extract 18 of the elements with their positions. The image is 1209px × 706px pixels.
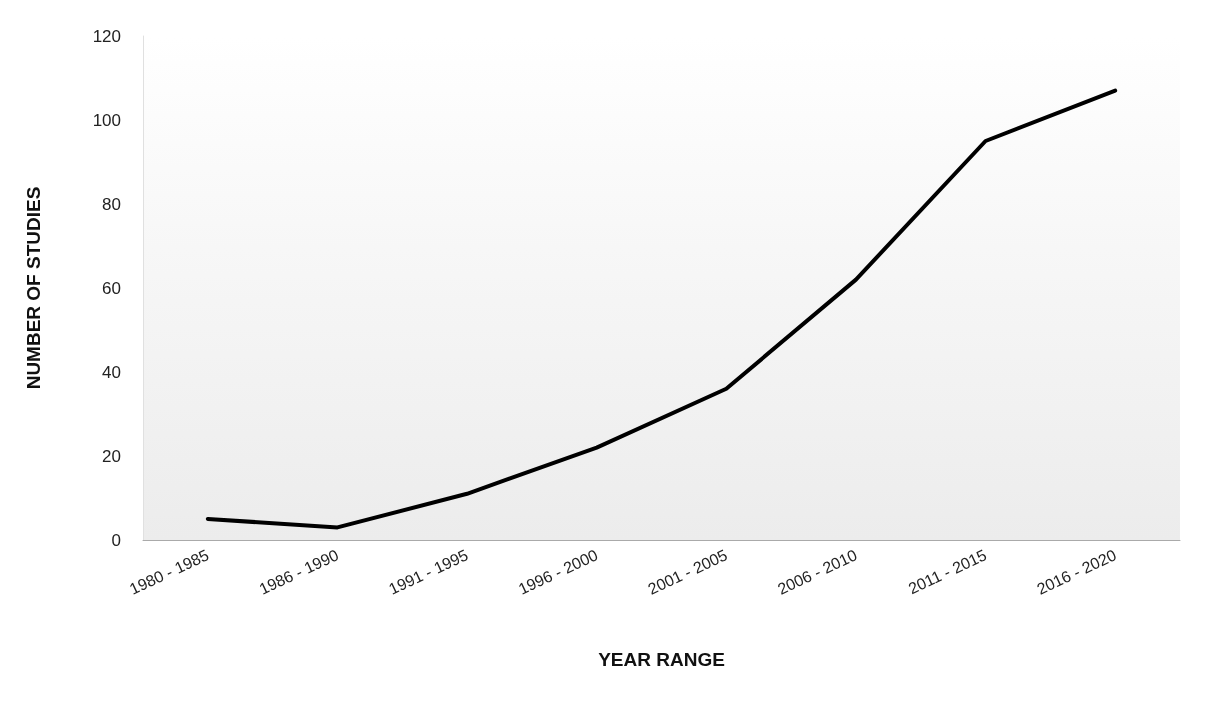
y-tick-label: 120 xyxy=(92,26,121,46)
x-tick-label: 1980 - 1985 xyxy=(126,546,212,598)
y-tick-label: 20 xyxy=(102,446,121,466)
x-tick-label: 2011 - 2015 xyxy=(905,546,990,598)
y-tick-label: 40 xyxy=(102,362,121,382)
x-tick-label: 2001 - 2005 xyxy=(645,546,730,598)
line-series xyxy=(205,88,1118,530)
x-axis-title: YEAR RANGE xyxy=(598,649,725,670)
x-tick-label: 1986 - 1990 xyxy=(256,546,342,598)
y-axis-title: NUMBER OF STUDIES xyxy=(23,186,44,390)
x-tick-label: 1996 - 2000 xyxy=(515,546,601,598)
y-tick-label: 0 xyxy=(111,530,121,550)
x-tick-label: 2006 - 2010 xyxy=(775,546,860,598)
y-tick-label: 60 xyxy=(102,278,121,298)
x-tick-label: 2016 - 2020 xyxy=(1034,546,1119,598)
x-tick-label: 1991 - 1995 xyxy=(386,546,471,598)
y-tick-label: 80 xyxy=(102,194,121,214)
y-tick-label: 100 xyxy=(92,110,121,130)
